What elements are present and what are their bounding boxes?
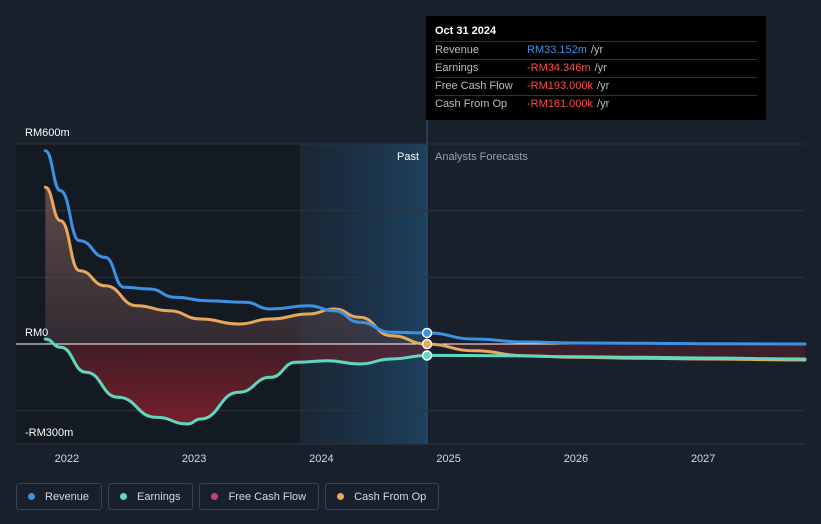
legend-dot-icon (337, 493, 345, 500)
earnings-forecast-line (425, 353, 807, 361)
y-label-zero: RM0 (25, 327, 48, 339)
legend: Revenue Earnings Free Cash Flow Cash From O… (16, 483, 440, 510)
tooltip-value: -RM34.346m (527, 62, 591, 74)
earnings-marker (421, 350, 433, 361)
legend-label: Cash From Op (354, 490, 427, 503)
tooltip-unit: /yr (597, 98, 610, 110)
x-tick-label: 2025 (436, 453, 460, 465)
legend-dot-icon (28, 493, 35, 500)
legend-label: Free Cash Flow (228, 490, 307, 503)
highlight-region (299, 144, 428, 444)
x-tick-label: 2024 (309, 453, 333, 465)
x-tick-label: 2026 (564, 453, 588, 465)
cash-from-op-marker (421, 338, 433, 350)
tooltip-unit: /yr (594, 62, 607, 74)
legend-dot-icon (120, 493, 128, 500)
tooltip-value: -RM161.000k (527, 98, 594, 110)
tooltip-date: Oct 31 2024 (435, 25, 497, 37)
tooltip-row: Free Cash Flow -RM193.000k/yr (435, 77, 757, 95)
earnings-line (43, 337, 429, 426)
revenue-forecast-line (425, 331, 807, 346)
legend-item-cash-from-op[interactable]: Cash From Op (325, 483, 440, 510)
past-label: Past (397, 151, 419, 163)
x-tick-label: 2023 (182, 453, 206, 465)
tooltip-row: Earnings -RM34.346m/yr (435, 59, 757, 77)
x-tick-label: 2022 (55, 453, 79, 465)
legend-dot-icon (211, 493, 219, 500)
tooltip-row: Cash From Op -RM161.000k/yr (435, 95, 757, 113)
revenue-line (43, 149, 429, 335)
tooltip-series-name: Earnings (435, 62, 479, 74)
revenue-marker (421, 327, 433, 339)
forecast-negative-fill (427, 344, 805, 360)
y-label-bottom: -RM300m (25, 427, 73, 439)
tooltip-unit: /yr (597, 80, 610, 92)
legend-item-earnings[interactable]: Earnings (108, 483, 194, 510)
tooltip-unit: /yr (590, 44, 604, 56)
tooltip-value: -RM193.000k (527, 80, 594, 92)
legend-item-revenue[interactable]: Revenue (16, 483, 103, 510)
tooltip-series-name: Revenue (435, 44, 480, 56)
legend-label: Revenue (45, 490, 90, 503)
forecast-label: Analysts Forecasts (435, 151, 528, 163)
legend-label: Earnings (137, 490, 181, 503)
legend-item-free-cash-flow[interactable]: Free Cash Flow (199, 483, 320, 510)
tooltip-series-name: Free Cash Flow (435, 80, 513, 92)
tooltip-row: Revenue RM33.152m/yr (435, 41, 757, 59)
y-label-top: RM600m (25, 127, 70, 139)
tooltip: Oct 31 2024 Revenue RM33.152m/yr Earnings -… (426, 16, 766, 120)
tooltip-series-name: Cash From Op (435, 98, 508, 110)
tooltip-value: RM33.152m (527, 44, 587, 56)
cash-from-op-fill (45, 187, 428, 345)
x-tick-label: 2027 (691, 453, 715, 465)
cash-from-op-line (43, 185, 429, 346)
